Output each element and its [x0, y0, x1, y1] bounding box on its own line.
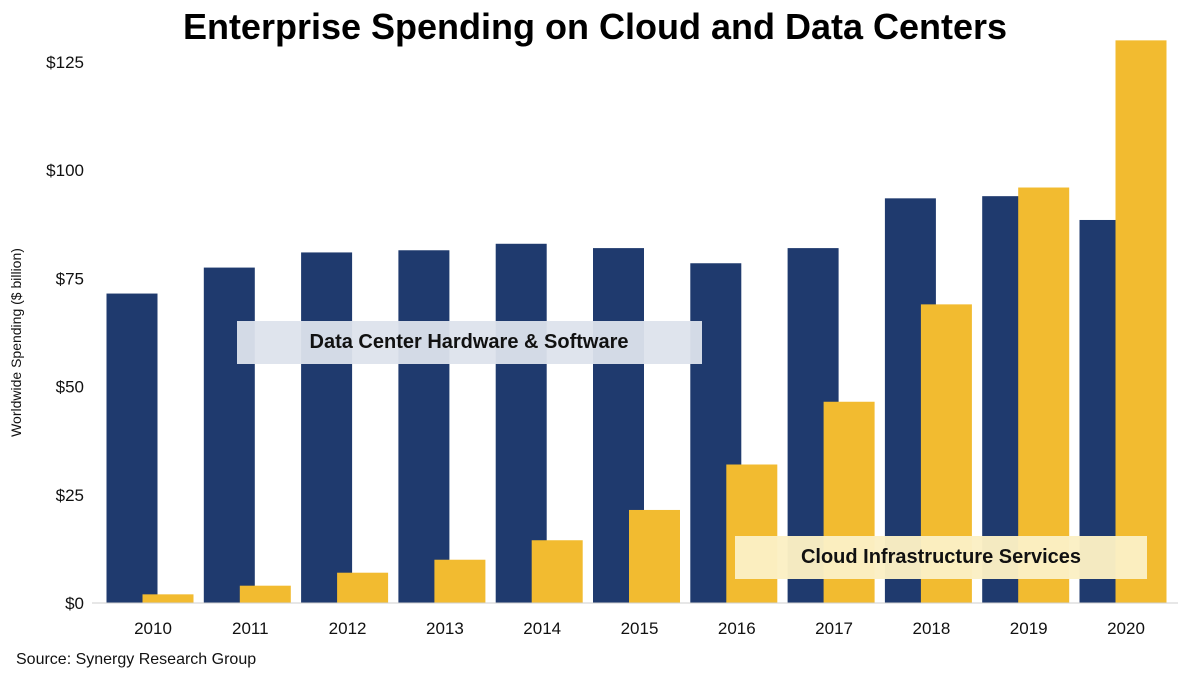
x-axis: 2010 2011 2012 2013 2014 2015 2016 2017 2018 2019… [134, 619, 1145, 638]
y-axis: $0 $25 $50 $75 $100 $125 [46, 53, 84, 613]
x-tick-label: 2011 [232, 619, 269, 638]
x-tick-label: 2019 [1010, 619, 1048, 638]
bar-cloud-2012 [337, 572, 389, 603]
label-cloud-box [735, 536, 1147, 579]
x-tick-label: 2014 [523, 619, 561, 638]
bar-data-center-2010 [106, 293, 158, 603]
bar-cloud-2015 [629, 509, 680, 603]
label-cloud-text: Cloud Infrastructure Services [801, 546, 1081, 568]
x-tick-label: 2017 [815, 619, 853, 638]
y-tick-label: $25 [56, 486, 84, 505]
bar-cloud-2016 [726, 464, 778, 603]
bar-data-center-2012 [301, 252, 353, 603]
x-tick-label: 2010 [134, 619, 172, 638]
bar-cloud-2014 [531, 540, 583, 603]
x-tick-label: 2012 [329, 619, 367, 638]
x-tick-label: 2020 [1107, 619, 1145, 638]
source-note: Source: Synergy Research Group [16, 651, 257, 668]
bar-cloud-2013 [434, 559, 486, 603]
y-tick-label: $50 [56, 378, 84, 397]
y-tick-label: $75 [56, 269, 84, 288]
bar-cloud-2011 [239, 585, 291, 603]
bar-data-center-2013 [398, 250, 450, 603]
x-tick-label: 2018 [912, 619, 950, 638]
bar-cloud-2020 [1115, 40, 1167, 604]
bar-cloud-2019 [1018, 187, 1070, 603]
label-data-center-text: Data Center Hardware & Software [310, 331, 629, 353]
y-axis-label: Worldwide Spending ($ billion) [8, 248, 24, 437]
x-tick-label: 2015 [621, 619, 659, 638]
label-data-center-box [237, 321, 702, 364]
bars [106, 40, 1167, 604]
label-cloud: Cloud Infrastructure Services [735, 536, 1147, 579]
bar-cloud-2010 [142, 594, 194, 603]
x-tick-label: 2016 [718, 619, 756, 638]
bar-data-center-2011 [203, 267, 255, 603]
x-tick-label: 2013 [426, 619, 464, 638]
chart-title: Enterprise Spending on Cloud and Data Ce… [182, 6, 1008, 47]
label-data-center: Data Center Hardware & Software [237, 321, 702, 364]
y-tick-label: $100 [46, 161, 84, 180]
y-tick-label: $125 [46, 53, 84, 72]
y-tick-label: $0 [65, 594, 84, 613]
